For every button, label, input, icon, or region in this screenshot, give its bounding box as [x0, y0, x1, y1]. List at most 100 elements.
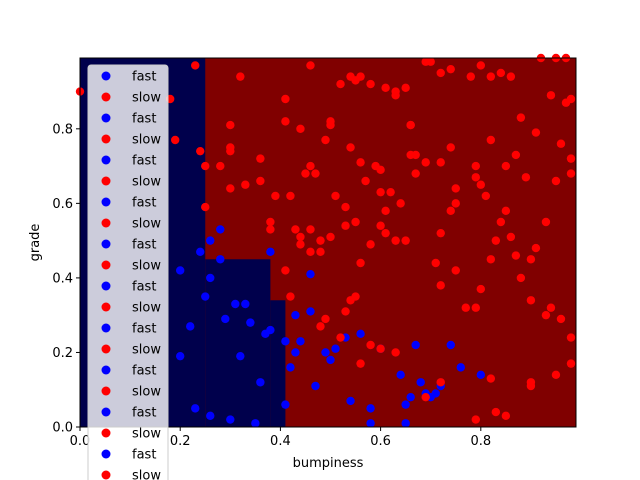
point-slow — [421, 158, 430, 167]
point-slow — [556, 314, 566, 324]
legend-marker-fast — [101, 113, 111, 123]
point-slow — [366, 79, 375, 89]
point-fast — [311, 381, 320, 391]
point-slow — [216, 161, 225, 171]
point-slow — [551, 370, 561, 380]
point-slow — [201, 161, 210, 171]
legend-marker-fast — [101, 449, 111, 459]
point-slow — [361, 176, 370, 186]
legend-marker-fast — [101, 407, 111, 417]
point-fast — [396, 370, 405, 380]
point-slow — [496, 68, 506, 78]
point-slow — [266, 217, 275, 227]
point-slow — [436, 158, 445, 167]
point-fast — [321, 348, 330, 357]
point-slow — [226, 184, 235, 193]
point-slow — [296, 232, 305, 242]
legend-label-fast: fast — [132, 364, 156, 379]
point-slow — [476, 284, 486, 294]
point-slow — [446, 64, 455, 74]
point-fast — [221, 314, 230, 324]
legend-marker-slow — [101, 176, 111, 186]
point-fast — [216, 255, 225, 264]
point-slow — [381, 228, 390, 238]
legend-label-slow: slow — [132, 385, 161, 400]
point-fast — [306, 307, 315, 316]
point-slow — [170, 135, 180, 145]
legend-label-fast: fast — [132, 406, 156, 421]
point-slow — [306, 247, 315, 257]
legend-marker-slow — [101, 470, 111, 480]
legend-marker-fast — [101, 155, 111, 165]
legend: fast slow fast slow fast slow fast slow fast slow… — [87, 64, 169, 480]
point-fast — [206, 273, 215, 283]
point-fast — [176, 266, 185, 275]
point-slow — [401, 83, 410, 93]
point-slow — [366, 340, 375, 350]
plot-frame — [79, 57, 577, 428]
point-slow — [526, 255, 536, 264]
point-slow — [471, 303, 480, 312]
point-slow — [286, 191, 295, 201]
point-fast — [291, 348, 300, 357]
point-slow — [316, 247, 325, 257]
legend-label-slow: slow — [132, 133, 161, 148]
point-slow — [226, 146, 235, 156]
point-fast — [476, 370, 486, 380]
point-slow — [431, 258, 440, 268]
point-slow — [461, 303, 470, 312]
point-fast — [281, 337, 290, 346]
legend-label-fast: fast — [132, 448, 156, 463]
point-fast — [406, 392, 415, 402]
point-fast — [281, 400, 290, 409]
point-slow — [481, 191, 491, 201]
x-axis-label: bumpiness — [293, 456, 364, 471]
series-slow — [75, 53, 576, 424]
legend-label-slow: slow — [132, 469, 161, 480]
y-axis-ticks: 0.0 0.2 0.4 0.6 0.8 — [52, 122, 80, 436]
point-slow — [346, 143, 355, 152]
point-slow — [466, 72, 475, 81]
x-tick-label: 0.8 — [470, 434, 491, 449]
point-fast — [251, 419, 260, 428]
point-slow — [411, 169, 420, 178]
point-slow — [281, 266, 290, 275]
point-fast — [326, 355, 335, 365]
point-slow — [546, 303, 556, 312]
legend-marker-fast — [101, 239, 111, 249]
point-slow — [426, 57, 435, 66]
point-fast — [236, 351, 245, 361]
legend-marker-fast — [101, 71, 111, 81]
point-fast — [206, 411, 215, 421]
point-slow — [391, 348, 400, 357]
point-slow — [281, 94, 290, 104]
point-slow — [406, 120, 415, 130]
point-slow — [321, 314, 330, 324]
legend-marker-slow — [101, 134, 111, 144]
point-fast — [401, 419, 410, 428]
point-slow — [446, 143, 455, 152]
legend-label-slow: slow — [132, 217, 161, 232]
point-slow — [341, 307, 350, 316]
point-fast — [401, 400, 410, 409]
x-tick-label: 0.4 — [270, 434, 291, 449]
y-tick-label: 0.4 — [52, 271, 73, 286]
point-fast — [246, 318, 255, 327]
point-slow — [256, 154, 265, 163]
point-slow — [566, 333, 576, 342]
point-slow — [296, 124, 305, 134]
point-slow — [326, 232, 335, 242]
point-slow — [301, 169, 310, 178]
point-slow — [451, 199, 460, 208]
legend-label-fast: fast — [132, 154, 156, 169]
legend-label-fast: fast — [132, 112, 156, 127]
point-slow — [356, 72, 365, 81]
point-slow — [546, 91, 556, 100]
point-slow — [436, 68, 445, 78]
point-slow — [501, 411, 511, 421]
x-tick-label: 0.6 — [370, 434, 391, 449]
point-slow — [326, 120, 335, 130]
point-slow — [376, 344, 385, 353]
legend-label-slow: slow — [132, 427, 161, 442]
